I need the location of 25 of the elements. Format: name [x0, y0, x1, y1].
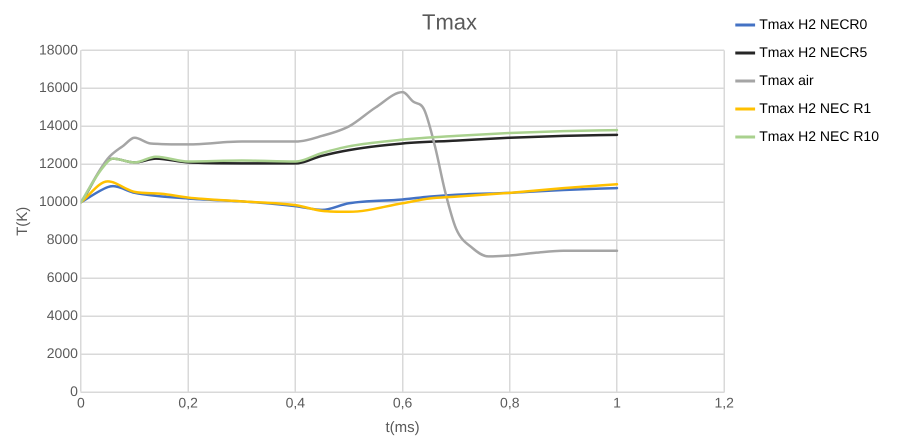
chart-title: Tmax — [422, 9, 477, 34]
y-tick-label: 4000 — [46, 307, 78, 324]
x-tick-label: 0,4 — [286, 394, 306, 410]
legend-label: Tmax air — [759, 72, 814, 88]
y-tick-label: 2000 — [46, 345, 78, 362]
x-axis-title: t(ms) — [385, 419, 420, 436]
y-tick-label: 0 — [70, 383, 78, 400]
x-tick-label: 1,2 — [714, 394, 734, 410]
x-tick-label: 0,6 — [392, 394, 413, 410]
legend-label: Tmax H2 NECR5 — [759, 44, 868, 60]
y-axis-title: T(K) — [14, 206, 32, 236]
y-tick-label: 14000 — [38, 117, 78, 134]
legend-label: Tmax H2 NEC R10 — [759, 128, 880, 144]
y-tick-label: 18000 — [38, 41, 78, 58]
y-tick-label: 16000 — [38, 79, 78, 96]
x-tick-label: 0,2 — [178, 394, 198, 410]
line-series — [80, 180, 618, 214]
y-tick-label: 6000 — [46, 269, 78, 286]
y-tick-label: 8000 — [46, 231, 78, 248]
legend-label: Tmax H2 NEC R1 — [759, 100, 872, 116]
y-tick-label: 12000 — [38, 155, 78, 172]
legend-label: Tmax H2 NECR0 — [759, 16, 868, 32]
x-tick-label: 1 — [613, 394, 622, 410]
x-tick-label: 0,8 — [500, 394, 520, 410]
y-tick-label: 10000 — [38, 193, 78, 210]
